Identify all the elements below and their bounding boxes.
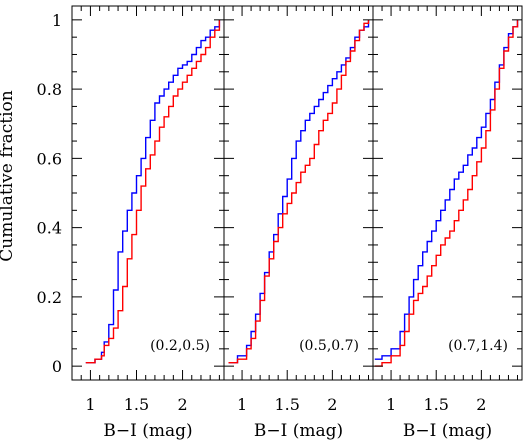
- y-tick-label: 0.6: [37, 149, 62, 168]
- y-tick-label: 0.8: [37, 80, 62, 99]
- x-tick-label: 2: [177, 395, 187, 414]
- y-tick-label: 0.4: [37, 219, 62, 238]
- x-tick-label: 1: [386, 395, 396, 414]
- red-cdf-line: [85, 19, 221, 364]
- x-axis-label: B−I (mag): [254, 421, 343, 441]
- y-axis-label: Cumulative fraction: [0, 90, 17, 262]
- x-tick-label: 1: [237, 395, 247, 414]
- blue-cdf-line: [374, 19, 519, 360]
- blue-cdf-line: [85, 19, 221, 364]
- x-tick-label: 1.5: [423, 395, 448, 414]
- x-tick-label: 2: [327, 395, 337, 414]
- x-tick-label: 1.5: [124, 395, 149, 414]
- panels: 1 1.5 2 B−I (mag) (0.2,0.5) 1 1.5 2 B−I (mag) (0.…: [71, 5, 523, 441]
- y-tick-labels: 0 0.2 0.4 0.6 0.8 1: [37, 11, 62, 376]
- panel-annotation: (0.5,0.7): [299, 338, 359, 354]
- x-axis-label: B−I (mag): [103, 421, 192, 441]
- y-tick-label: 1: [52, 11, 62, 30]
- panel-annotation: (0.2,0.5): [150, 338, 210, 354]
- y-tick-label: 0: [52, 357, 62, 376]
- red-cdf-line: [374, 19, 519, 367]
- x-tick-label: 2: [476, 395, 486, 414]
- panel-3: 1 1.5 2 B−I (mag) (0.7,1.4): [372, 5, 523, 441]
- panel-annotation: (0.7,1.4): [448, 338, 508, 354]
- blue-cdf-line: [228, 19, 370, 364]
- x-tick-label: 1: [85, 395, 95, 414]
- x-tick-label: 1.5: [274, 395, 299, 414]
- x-axis-label: B−I (mag): [403, 421, 492, 441]
- panel-frame: [372, 5, 523, 381]
- y-tick-label: 0.2: [37, 288, 62, 307]
- panel-1: 1 1.5 2 B−I (mag) (0.2,0.5): [71, 5, 225, 441]
- red-cdf-line: [228, 19, 370, 364]
- panel-2: 1 1.5 2 B−I (mag) (0.5,0.7): [223, 5, 374, 441]
